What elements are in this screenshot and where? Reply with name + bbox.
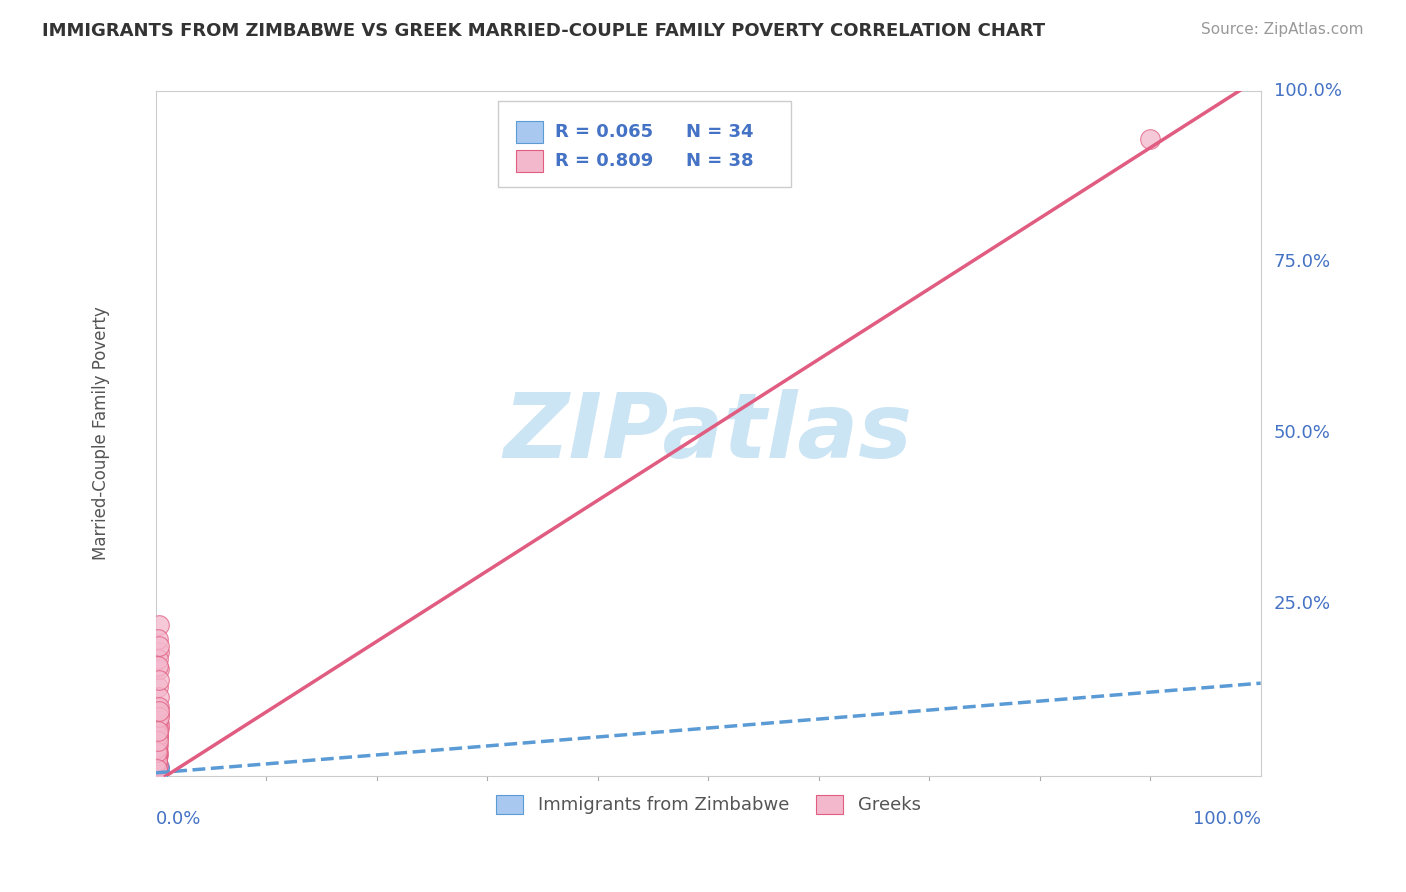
Point — [146, 764, 169, 778]
Point — [148, 700, 170, 714]
Point — [146, 764, 169, 779]
Text: R = 0.065: R = 0.065 — [555, 123, 652, 141]
Text: 0.0%: 0.0% — [156, 810, 201, 828]
Point — [146, 765, 169, 780]
Text: Source: ZipAtlas.com: Source: ZipAtlas.com — [1201, 22, 1364, 37]
Point — [146, 764, 169, 778]
Point — [146, 765, 169, 780]
Point — [148, 690, 170, 704]
Point — [146, 680, 169, 694]
Point — [146, 765, 169, 780]
Text: N = 38: N = 38 — [686, 153, 754, 170]
Point — [146, 754, 169, 768]
Point — [146, 751, 169, 765]
Point — [148, 618, 170, 632]
Point — [146, 765, 169, 780]
Text: IMMIGRANTS FROM ZIMBABWE VS GREEK MARRIED-COUPLE FAMILY POVERTY CORRELATION CHAR: IMMIGRANTS FROM ZIMBABWE VS GREEK MARRIE… — [42, 22, 1045, 40]
Text: R = 0.809: R = 0.809 — [555, 153, 652, 170]
Point — [148, 639, 170, 653]
Point — [146, 766, 169, 780]
Point — [146, 763, 169, 777]
Point — [146, 724, 169, 739]
Point — [146, 763, 169, 777]
Text: N = 34: N = 34 — [686, 123, 754, 141]
FancyBboxPatch shape — [516, 121, 543, 143]
Point — [146, 764, 169, 778]
Point — [146, 745, 169, 759]
Point — [146, 747, 169, 762]
Point — [148, 704, 170, 718]
Point — [146, 745, 169, 759]
Text: 25.0%: 25.0% — [1274, 596, 1331, 614]
Point — [148, 673, 170, 687]
Point — [148, 762, 170, 776]
Point — [146, 652, 169, 666]
Point — [148, 710, 170, 724]
Point — [146, 763, 169, 777]
Point — [148, 663, 170, 677]
Legend: Immigrants from Zimbabwe, Greeks: Immigrants from Zimbabwe, Greeks — [496, 795, 921, 814]
Point — [146, 766, 169, 780]
Point — [146, 738, 169, 752]
Point — [146, 741, 169, 756]
Point — [146, 763, 169, 777]
Point — [148, 721, 170, 735]
Point — [146, 758, 169, 772]
Point — [146, 765, 169, 780]
Point — [146, 765, 169, 780]
Point — [146, 765, 169, 780]
Text: ZIPatlas: ZIPatlas — [503, 389, 912, 477]
Point — [1139, 132, 1161, 146]
Point — [146, 714, 169, 728]
Point — [146, 763, 169, 777]
Point — [146, 734, 169, 748]
Point — [148, 760, 170, 774]
Point — [148, 762, 170, 776]
Point — [146, 762, 169, 776]
Point — [146, 764, 169, 778]
Point — [146, 747, 169, 762]
Text: Married-Couple Family Poverty: Married-Couple Family Poverty — [91, 306, 110, 560]
Text: 100.0%: 100.0% — [1192, 810, 1261, 828]
Point — [146, 727, 169, 741]
Point — [146, 731, 169, 745]
Point — [146, 741, 169, 756]
Point — [146, 765, 169, 780]
Point — [146, 763, 169, 777]
Point — [146, 765, 169, 780]
Point — [146, 632, 169, 646]
Point — [146, 765, 169, 780]
Point — [148, 717, 170, 731]
Point — [146, 659, 169, 673]
Point — [146, 766, 169, 780]
Point — [146, 755, 169, 769]
FancyBboxPatch shape — [498, 101, 792, 186]
Point — [148, 763, 170, 777]
Point — [146, 764, 169, 779]
Point — [146, 765, 169, 780]
Point — [146, 727, 169, 741]
Text: 50.0%: 50.0% — [1274, 425, 1331, 442]
Text: 100.0%: 100.0% — [1274, 82, 1341, 100]
Text: 75.0%: 75.0% — [1274, 253, 1331, 271]
Point — [148, 763, 170, 777]
Point — [146, 766, 169, 780]
Point — [146, 734, 169, 748]
Point — [146, 764, 169, 779]
Point — [148, 706, 170, 721]
FancyBboxPatch shape — [516, 151, 543, 172]
Point — [148, 645, 170, 659]
Point — [146, 762, 169, 776]
Point — [146, 764, 169, 779]
Point — [146, 700, 169, 714]
